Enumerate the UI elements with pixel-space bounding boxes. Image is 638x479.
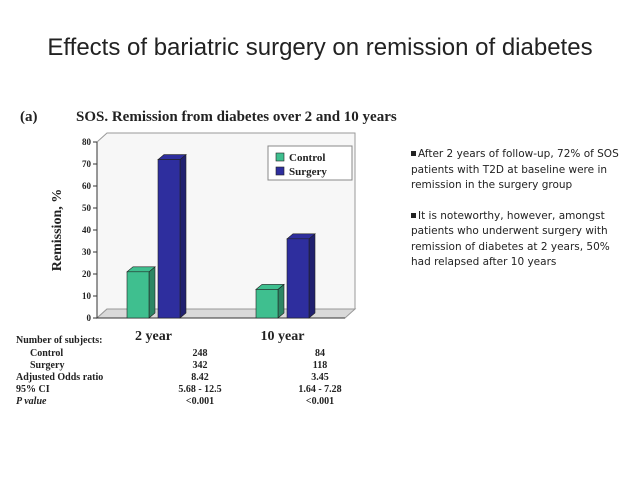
bar-surgery <box>286 238 310 319</box>
bar-side <box>277 283 285 319</box>
table-cell: 342 <box>192 360 208 371</box>
table-cell: 8.42 <box>191 372 209 383</box>
x-category-label: 10 year <box>261 329 305 344</box>
y-tick-label: 80 <box>82 137 92 147</box>
table-row-label: Surgery <box>30 360 65 371</box>
table-row: Surgery 342 118 <box>16 360 380 372</box>
table-cell: 84 <box>315 348 325 359</box>
table-row: P value <0.001 <0.001 <box>16 396 380 408</box>
legend-swatch <box>275 152 285 162</box>
bar-side <box>308 233 316 319</box>
bullet-square-icon <box>411 212 416 218</box>
bar-side <box>179 153 187 319</box>
bullet-list: After 2 years of follow-up, 72% of SOS p… <box>411 147 631 286</box>
table-row: 95% CI 5.68 - 12.5 1.64 - 7.28 <box>16 384 380 396</box>
panel-label: (a) <box>20 109 38 125</box>
chart-title: SOS. Remission from diabetes over 2 and … <box>76 109 397 125</box>
legend-swatch <box>275 166 285 176</box>
table-row-label: P value <box>16 396 47 407</box>
table-cell: 5.68 - 12.5 <box>178 384 222 395</box>
bullet-item: After 2 years of follow-up, 72% of SOS p… <box>411 147 631 194</box>
bar-control <box>126 271 150 319</box>
y-tick-label: 60 <box>82 181 92 191</box>
table-cell: 3.45 <box>311 372 329 383</box>
y-axis-label: Remission, % <box>50 189 65 271</box>
table-cell: 1.64 - 7.28 <box>298 384 342 395</box>
table-cell: 248 <box>192 348 208 359</box>
table-header-row: Number of subjects: <box>16 334 380 348</box>
table-row-label: 95% CI <box>16 384 50 395</box>
y-tick-label: 0 <box>87 313 92 323</box>
bar-side <box>148 266 156 319</box>
y-tick-label: 70 <box>82 159 92 169</box>
bullet-item: It is noteworthy, however, amongst patie… <box>411 209 631 271</box>
table-cell: 118 <box>312 360 328 371</box>
table-header-label: Number of subjects: <box>16 335 103 346</box>
stats-table: Number of subjects: Control 248 84 Surge… <box>16 334 380 408</box>
y-tick-label: 30 <box>82 247 92 257</box>
table-cell: <0.001 <box>305 396 335 407</box>
table-row-label: Adjusted Odds ratio <box>16 372 104 383</box>
bar-surgery <box>157 159 181 319</box>
table-row: Control 248 84 <box>16 348 380 360</box>
y-tick-label: 50 <box>82 203 92 213</box>
legend-label: Control <box>289 152 325 164</box>
slide-title: Effects of bariatric surgery on remissio… <box>47 34 593 61</box>
y-tick-label: 40 <box>82 225 92 235</box>
bullet-text: It is noteworthy, however, amongst patie… <box>411 209 610 269</box>
bullet-square-icon <box>411 151 416 156</box>
x-category-label: 2 year <box>135 329 172 344</box>
bullet-text: After 2 years of follow-up, 72% of SOS p… <box>411 148 619 191</box>
legend-label: Surgery <box>289 166 327 178</box>
table-cell: <0.001 <box>185 396 215 407</box>
table-row: Adjusted Odds ratio 8.42 3.45 <box>16 372 380 384</box>
y-tick-label: 20 <box>82 269 92 279</box>
y-tick-label: 10 <box>82 291 92 301</box>
table-row-label: Control <box>30 348 64 359</box>
bar-control <box>255 289 279 319</box>
